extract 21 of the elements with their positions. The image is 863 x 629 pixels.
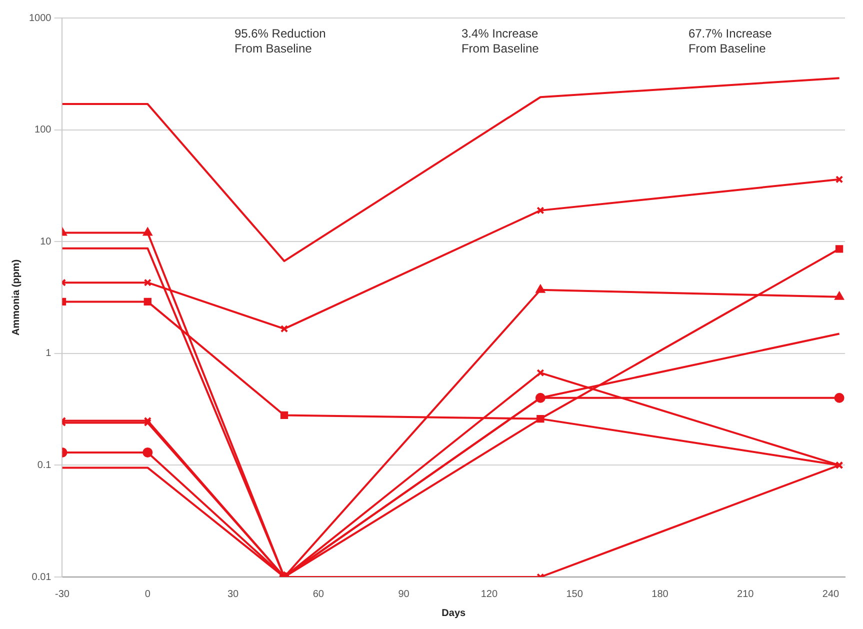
x-tick-label: 30: [227, 588, 240, 600]
x-tick-label: 120: [480, 588, 498, 600]
x-tick-label: 90: [398, 588, 410, 600]
y-tick-label: 1: [46, 348, 52, 360]
x-tick-label: 210: [737, 588, 754, 600]
y-axis-title: Ammonia (ppm): [10, 259, 22, 336]
x-axis-title: Days: [442, 608, 466, 619]
x-tick-label: -30: [55, 588, 70, 600]
annotation: 67.7% Increase From Baseline: [688, 26, 772, 56]
y-tick-label: 1000: [28, 12, 52, 24]
y-tick-label: 100: [34, 124, 52, 136]
x-tick-label: 0: [144, 588, 151, 600]
y-tick-label: 10: [40, 236, 52, 248]
annotation: 3.4% Increase From Baseline: [461, 26, 540, 56]
x-tick-label: 180: [652, 588, 669, 600]
y-tick-label: 0.01: [32, 572, 52, 583]
annotation: 95.6% Reduction From Baseline: [234, 26, 326, 56]
x-tick-label: 150: [566, 588, 584, 600]
x-tick-label: 240: [822, 588, 840, 600]
y-tick-label: 0.1: [37, 460, 52, 471]
x-tick-label: 60: [312, 588, 324, 600]
